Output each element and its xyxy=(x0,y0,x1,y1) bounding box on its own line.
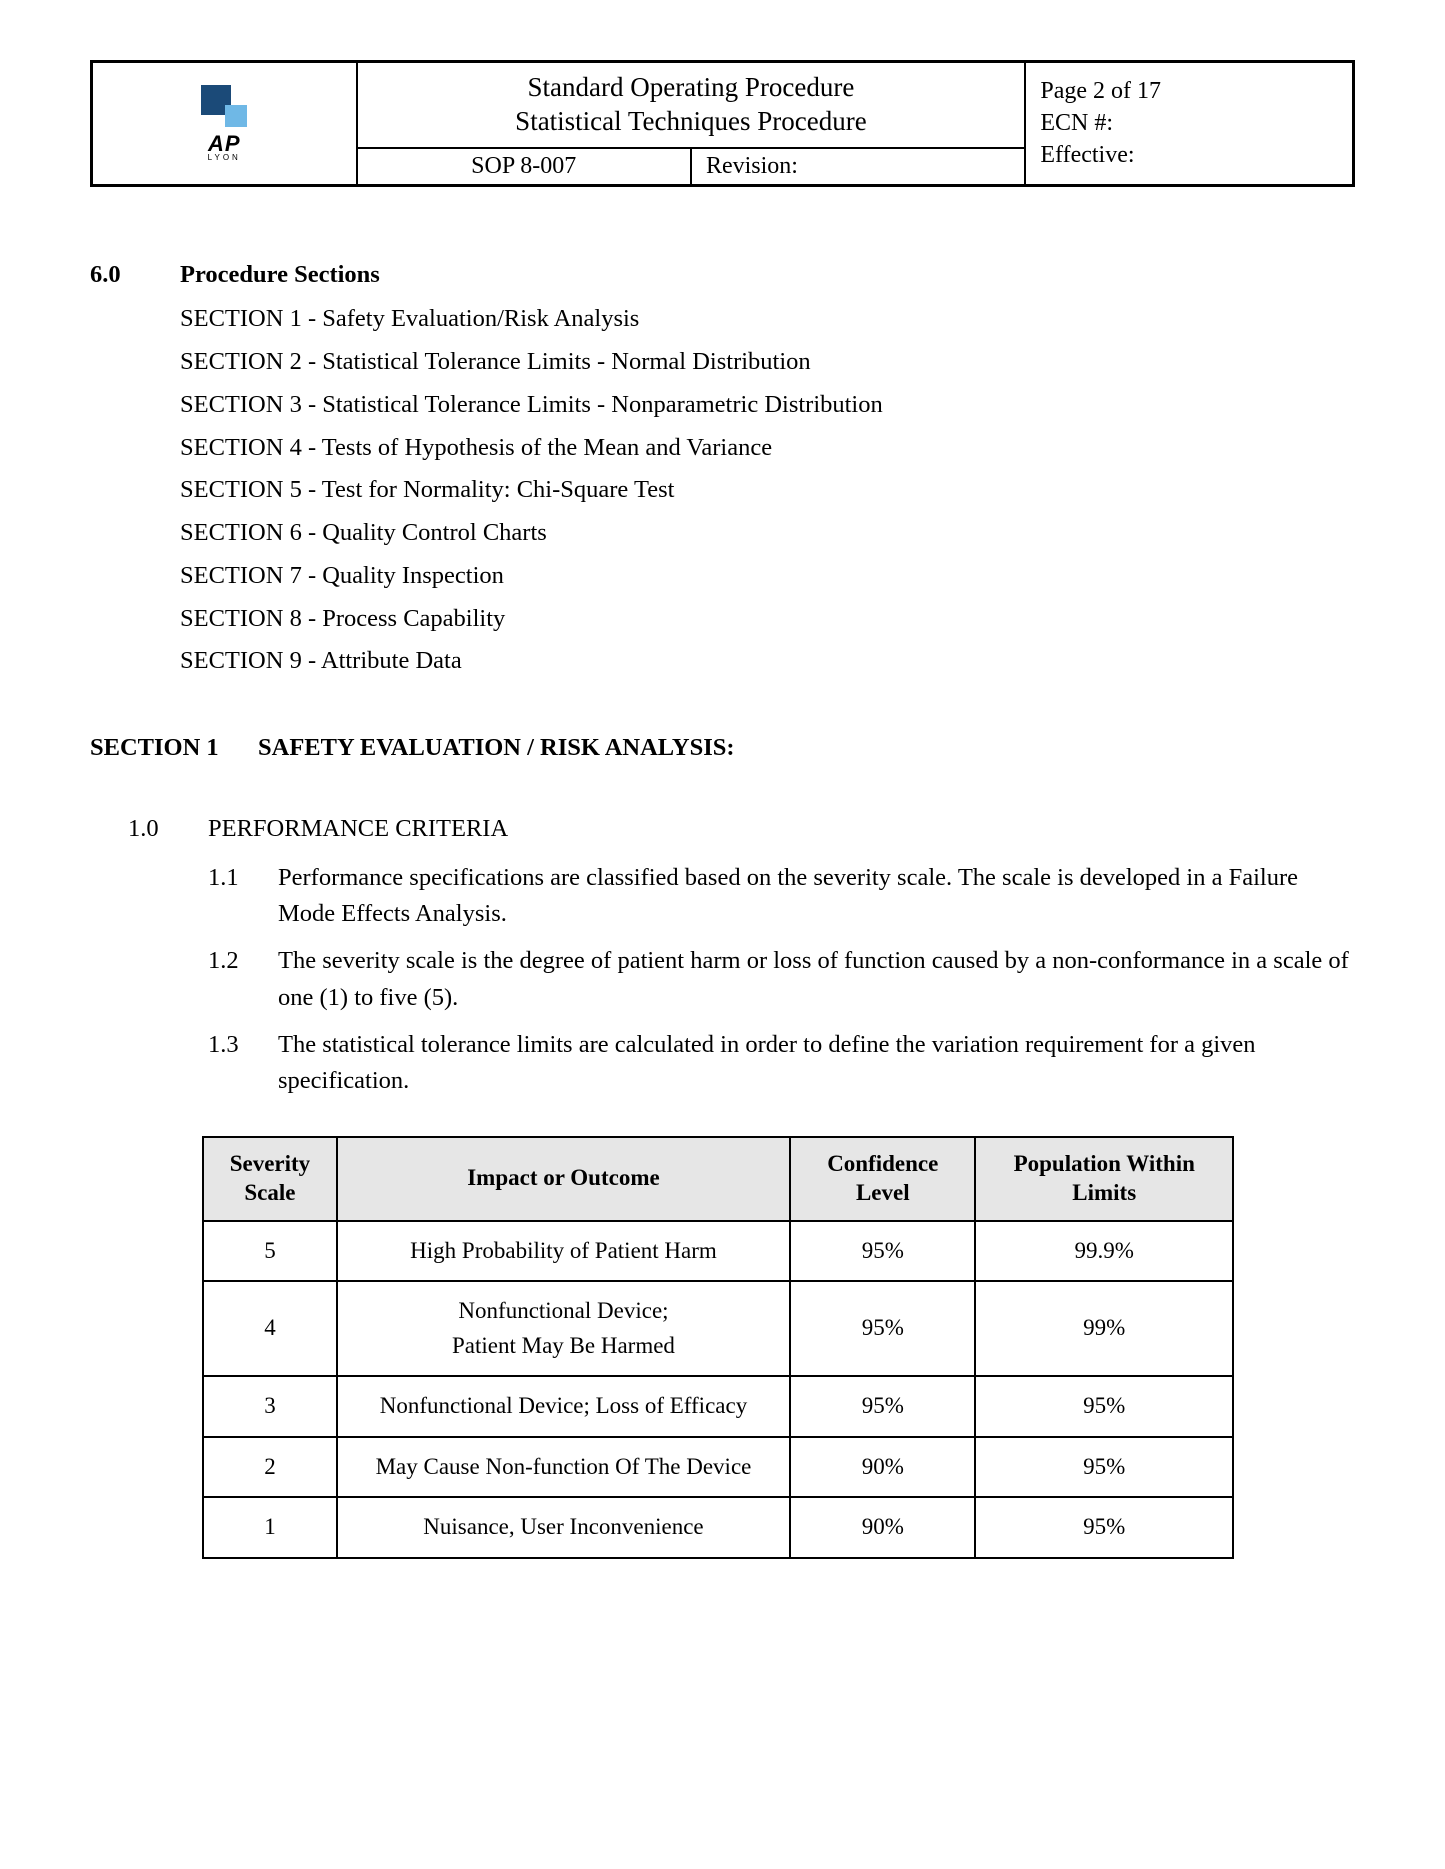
table-row: 3Nonfunctional Device; Loss of Efficacy9… xyxy=(203,1376,1233,1437)
table-cell: 2 xyxy=(203,1437,337,1498)
document-page: AP LYON Standard Operating Procedure Sta… xyxy=(0,0,1445,1869)
performance-item: 1.2The severity scale is the degree of p… xyxy=(208,943,1355,1017)
procedure-section-item: SECTION 4 - Tests of Hypothesis of the M… xyxy=(180,430,1355,467)
table-cell: Nonfunctional Device;Patient May Be Harm… xyxy=(337,1281,790,1376)
procedure-section-item: SECTION 3 - Statistical Tolerance Limits… xyxy=(180,387,1355,424)
logo-cell: AP LYON xyxy=(92,62,357,186)
table-cell: 95% xyxy=(790,1376,975,1437)
table-cell: 95% xyxy=(975,1376,1233,1437)
performance-item-number: 1.2 xyxy=(208,943,278,980)
table-cell: 95% xyxy=(790,1281,975,1376)
header-meta-cell: Page 2 of 17 ECN #: Effective: xyxy=(1025,62,1353,186)
table-row: 5High Probability of Patient Harm95%99.9… xyxy=(203,1221,1233,1282)
table-cell: High Probability of Patient Harm xyxy=(337,1221,790,1282)
section-title: Procedure Sections xyxy=(180,257,380,294)
page-number: Page 2 of 17 xyxy=(1040,75,1338,107)
revision-label: Revision: xyxy=(691,148,1025,186)
procedure-section-item: SECTION 9 - Attribute Data xyxy=(180,643,1355,680)
severity-table-wrap: Severity Scale Impact or Outcome Confide… xyxy=(90,1136,1355,1559)
logo-mark-icon xyxy=(201,85,247,127)
table-cell: 3 xyxy=(203,1376,337,1437)
col-population-limits: Population Within Limits xyxy=(975,1137,1233,1221)
performance-item-text: The statistical tolerance limits are cal… xyxy=(278,1027,1355,1101)
procedure-section-item: SECTION 7 - Quality Inspection xyxy=(180,558,1355,595)
table-cell: 99% xyxy=(975,1281,1233,1376)
table-row: 4Nonfunctional Device;Patient May Be Har… xyxy=(203,1281,1233,1376)
section1-title: SAFETY EVALUATION / RISK ANALYSIS: xyxy=(258,730,735,767)
performance-item-text: Performance specifications are classifie… xyxy=(278,860,1355,934)
header-title-line1: Standard Operating Procedure xyxy=(358,71,1025,105)
performance-item-text: The severity scale is the degree of pati… xyxy=(278,943,1355,1017)
col-severity-scale: Severity Scale xyxy=(203,1137,337,1221)
table-cell: 95% xyxy=(975,1437,1233,1498)
table-cell: 4 xyxy=(203,1281,337,1376)
performance-item-number: 1.1 xyxy=(208,860,278,897)
table-cell: 90% xyxy=(790,1497,975,1558)
procedure-section-item: SECTION 1 - Safety Evaluation/Risk Analy… xyxy=(180,301,1355,338)
table-cell: 99.9% xyxy=(975,1221,1233,1282)
procedure-sections-heading: 6.0 Procedure Sections xyxy=(90,257,1355,294)
header-title-line2: Statistical Techniques Procedure xyxy=(358,105,1025,139)
section1-label: SECTION 1 xyxy=(90,730,258,767)
performance-item: 1.1Performance specifications are classi… xyxy=(208,860,1355,934)
document-body: 6.0 Procedure Sections SECTION 1 - Safet… xyxy=(90,187,1355,1559)
company-logo: AP LYON xyxy=(201,85,247,162)
table-cell: 90% xyxy=(790,1437,975,1498)
col-impact-outcome: Impact or Outcome xyxy=(337,1137,790,1221)
table-cell: Nuisance, User Inconvenience xyxy=(337,1497,790,1558)
table-row: 2May Cause Non-function Of The Device90%… xyxy=(203,1437,1233,1498)
procedure-section-item: SECTION 5 - Test for Normality: Chi-Squa… xyxy=(180,472,1355,509)
section1-heading: SECTION 1 SAFETY EVALUATION / RISK ANALY… xyxy=(90,730,1355,767)
performance-title: PERFORMANCE CRITERIA xyxy=(208,811,508,848)
procedure-section-item: SECTION 2 - Statistical Tolerance Limits… xyxy=(180,344,1355,381)
performance-number: 1.0 xyxy=(128,811,208,848)
performance-heading: 1.0 PERFORMANCE CRITERIA xyxy=(128,811,1355,848)
performance-items: 1.1Performance specifications are classi… xyxy=(128,860,1355,1101)
table-cell: 1 xyxy=(203,1497,337,1558)
effective-date: Effective: xyxy=(1040,139,1338,171)
performance-block: 1.0 PERFORMANCE CRITERIA 1.1Performance … xyxy=(90,811,1355,1100)
col-confidence-level: Confidence Level xyxy=(790,1137,975,1221)
severity-table: Severity Scale Impact or Outcome Confide… xyxy=(202,1136,1234,1559)
table-cell: 95% xyxy=(790,1221,975,1282)
performance-item-number: 1.3 xyxy=(208,1027,278,1064)
table-header-row: Severity Scale Impact or Outcome Confide… xyxy=(203,1137,1233,1221)
procedure-section-item: SECTION 8 - Process Capability xyxy=(180,601,1355,638)
section-number: 6.0 xyxy=(90,257,180,294)
header-title-cell: Standard Operating Procedure Statistical… xyxy=(357,62,1026,148)
procedure-sections-list: SECTION 1 - Safety Evaluation/Risk Analy… xyxy=(90,301,1355,680)
table-cell: Nonfunctional Device; Loss of Efficacy xyxy=(337,1376,790,1437)
sop-number: SOP 8-007 xyxy=(357,148,691,186)
procedure-section-item: SECTION 6 - Quality Control Charts xyxy=(180,515,1355,552)
logo-text: AP xyxy=(201,131,247,157)
table-cell: 95% xyxy=(975,1497,1233,1558)
document-header: AP LYON Standard Operating Procedure Sta… xyxy=(90,60,1355,187)
ecn-number: ECN #: xyxy=(1040,107,1338,139)
table-cell: May Cause Non-function Of The Device xyxy=(337,1437,790,1498)
performance-item: 1.3The statistical tolerance limits are … xyxy=(208,1027,1355,1101)
table-cell: 5 xyxy=(203,1221,337,1282)
table-row: 1Nuisance, User Inconvenience90%95% xyxy=(203,1497,1233,1558)
